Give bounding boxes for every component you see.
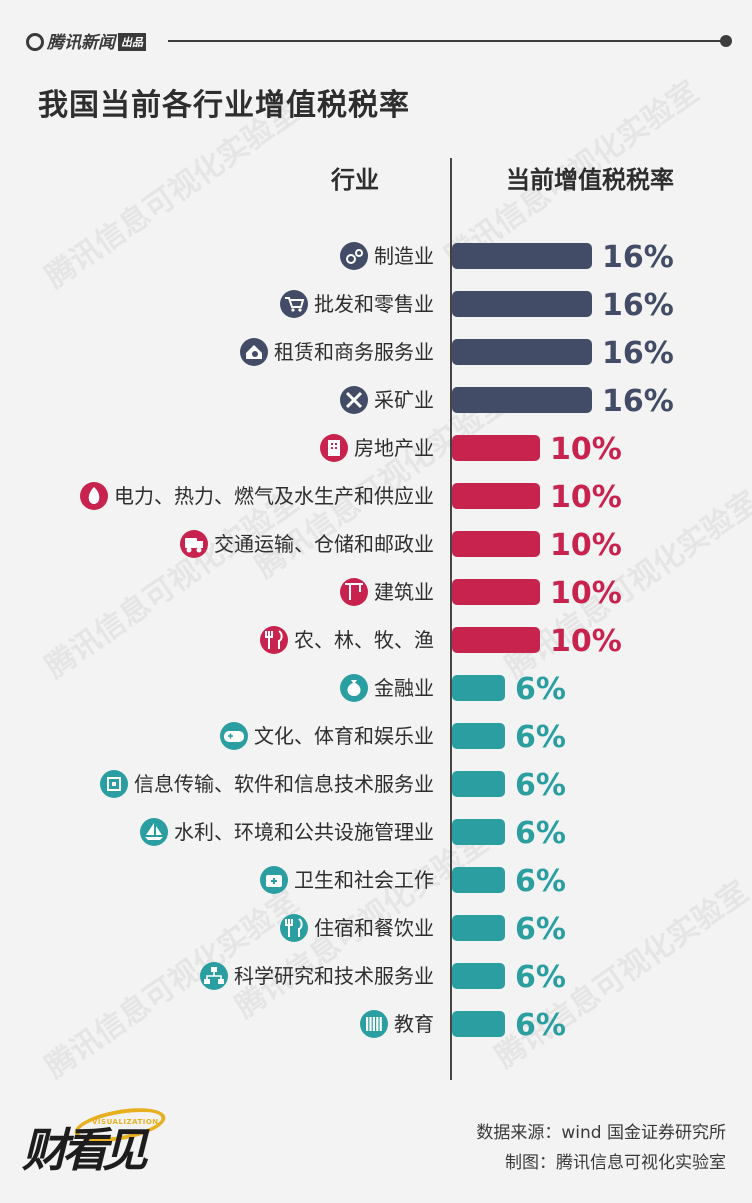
category-label: 房地产业	[354, 436, 434, 460]
value-label: 6%	[515, 768, 566, 803]
bar	[452, 483, 540, 509]
bar	[452, 819, 505, 845]
category-label: 金融业	[374, 676, 434, 700]
value-label: 10%	[550, 576, 622, 611]
axis-divider	[450, 158, 452, 1080]
category-label: 电力、热力、燃气及水生产和供应业	[114, 484, 434, 508]
chip-icon	[100, 770, 128, 798]
bar	[452, 627, 540, 653]
category-label: 住宿和餐饮业	[314, 916, 434, 940]
spoon-fork-icon	[280, 914, 308, 942]
brand: 腾讯新闻 出品	[26, 28, 146, 53]
pick-shovel-icon	[340, 386, 368, 414]
page-title: 我国当前各行业增值税税率	[38, 88, 410, 123]
house-money-icon	[240, 338, 268, 366]
header-rule	[168, 40, 724, 42]
category-label: 文化、体育和娱乐业	[254, 724, 434, 748]
bar	[452, 1011, 505, 1037]
value-label: 6%	[515, 912, 566, 947]
gamepad-icon	[220, 722, 248, 750]
category-label: 信息传输、软件和信息技术服务业	[134, 772, 434, 796]
bar	[452, 579, 540, 605]
category-label: 交通运输、仓储和邮政业	[214, 532, 434, 556]
data-source: 数据来源：wind 国金证券研究所	[476, 1123, 726, 1143]
bar	[452, 771, 505, 797]
bar	[452, 291, 592, 317]
value-label: 6%	[515, 1008, 566, 1043]
column-header-industry: 行业	[331, 166, 379, 194]
top-bar: 腾讯新闻 出品	[26, 28, 732, 54]
bar	[452, 531, 540, 557]
category-label: 水利、环境和公共设施管理业	[174, 820, 434, 844]
flame-icon	[80, 482, 108, 510]
category-label: 批发和零售业	[314, 292, 434, 316]
chart-credit: 制图：腾讯信息可视化实验室	[505, 1153, 726, 1173]
value-label: 6%	[515, 864, 566, 899]
value-label: 6%	[515, 672, 566, 707]
bar	[452, 243, 592, 269]
category-label: 采矿业	[374, 388, 434, 412]
truck-icon	[180, 530, 208, 558]
sailboat-icon	[140, 818, 168, 846]
header-rule-dot	[720, 35, 732, 47]
crane-icon	[340, 578, 368, 606]
bar-chart: 16% 制造业 16% 批发和零售业 16% 租赁和商务服务业 16% 采矿业 10% 房地产业 1…	[80, 240, 674, 1043]
bar	[452, 963, 505, 989]
category-label: 建筑业	[374, 580, 434, 604]
caikanjian-logo: 财看见 VISUALIZATION	[22, 1102, 172, 1188]
value-label: 10%	[550, 480, 622, 515]
first-aid-kit-icon	[260, 866, 288, 894]
fork-knife-icon	[260, 626, 288, 654]
bar	[452, 387, 592, 413]
building-icon	[320, 434, 348, 462]
shopping-cart-icon	[280, 290, 308, 318]
category-label: 卫生和社会工作	[294, 868, 434, 892]
category-label: 科学研究和技术服务业	[234, 964, 434, 988]
value-label: 10%	[550, 624, 622, 659]
value-label: 16%	[602, 288, 674, 323]
bar	[452, 867, 505, 893]
brand-tag: 出品	[118, 33, 146, 51]
network-icon	[200, 962, 228, 990]
bar	[452, 723, 505, 749]
category-label: 制造业	[374, 244, 434, 268]
value-label: 10%	[550, 432, 622, 467]
value-label: 16%	[602, 240, 674, 275]
category-label: 租赁和商务服务业	[274, 340, 434, 364]
value-label: 10%	[550, 528, 622, 563]
category-label: 教育	[394, 1012, 434, 1036]
value-label: 16%	[602, 336, 674, 371]
tencent-news-logo-icon	[26, 33, 44, 51]
value-label: 16%	[602, 384, 674, 419]
bar	[452, 339, 592, 365]
value-label: 6%	[515, 816, 566, 851]
value-label: 6%	[515, 960, 566, 995]
category-label: 农、林、牧、渔	[294, 628, 434, 652]
bar	[452, 915, 505, 941]
column-header-rate: 当前增值税税率	[506, 166, 674, 194]
brand-name: 腾讯新闻	[47, 33, 115, 53]
bar	[452, 675, 505, 701]
logo-text: 财看见	[22, 1123, 148, 1177]
books-icon	[360, 1010, 388, 1038]
bar	[452, 435, 540, 461]
value-label: 6%	[515, 720, 566, 755]
money-bag-icon	[340, 674, 368, 702]
factory-gear-icon	[340, 242, 368, 270]
logo-subtext: VISUALIZATION	[92, 1118, 159, 1126]
